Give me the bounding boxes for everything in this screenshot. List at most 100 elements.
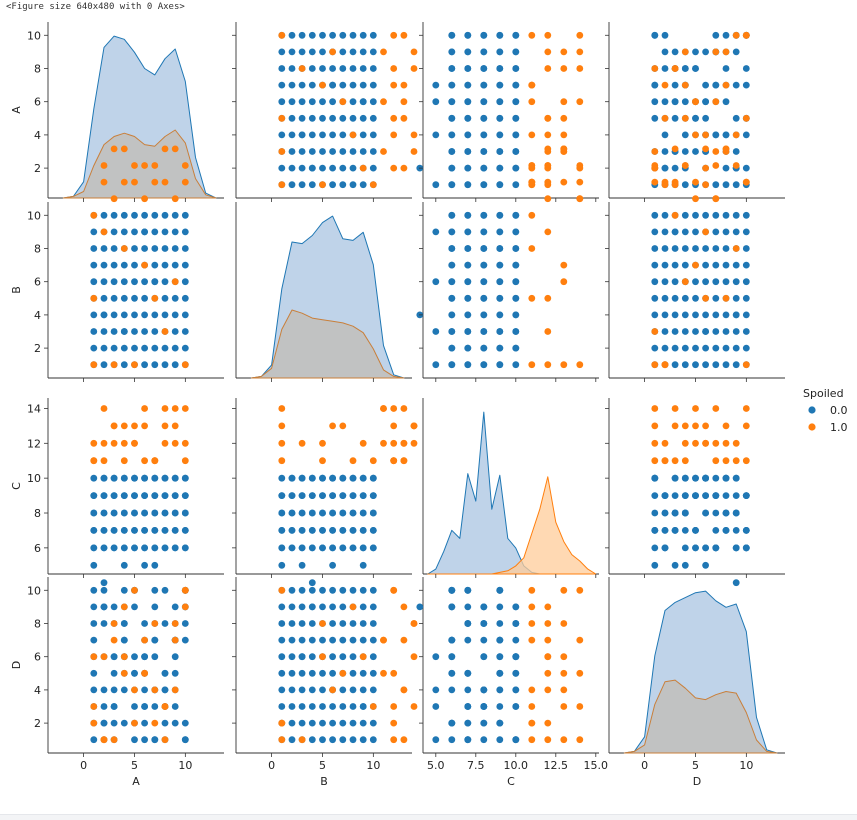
point-0-80: [722, 181, 730, 189]
point-0-30: [90, 311, 98, 319]
point-0-102: [308, 579, 316, 587]
point-0-6: [278, 544, 286, 552]
point-0-54: [329, 586, 336, 594]
point-0-21: [100, 686, 108, 694]
point-1-12: [560, 114, 568, 122]
point-0-83: [448, 131, 456, 139]
point-1-27: [161, 145, 169, 153]
point-0-96: [512, 211, 520, 219]
point-0-66: [722, 261, 730, 269]
point-0-85: [702, 98, 709, 106]
point-0-89: [651, 31, 659, 39]
point-0-87: [512, 65, 520, 72]
point-0-13: [712, 344, 720, 352]
point-1-3: [732, 457, 740, 465]
point-0-81: [100, 492, 108, 499]
point-1-23: [171, 405, 179, 412]
point-0-52: [661, 278, 669, 286]
point-0-67: [661, 261, 669, 269]
point-0-97: [161, 544, 169, 552]
point-0-63: [712, 261, 720, 269]
y-tick-label: 4: [34, 684, 41, 697]
point-0-21: [298, 686, 306, 694]
point-0-75: [692, 245, 699, 252]
x-tick-label: 7.5: [467, 759, 485, 772]
x-tick-label: 10.0: [504, 759, 529, 772]
point-0-14: [131, 653, 138, 661]
point-1-15: [390, 736, 398, 744]
point-0-56: [329, 544, 336, 552]
point-0-21: [298, 164, 306, 172]
point-0-48: [464, 294, 472, 302]
point-1-26: [400, 164, 408, 172]
point-0-89: [359, 736, 367, 744]
point-0-56: [712, 81, 720, 89]
point-0-55: [329, 474, 336, 482]
point-0-92: [448, 148, 456, 155]
point-1-27: [560, 65, 568, 72]
point-0-92: [110, 544, 118, 552]
y-tick-label: 10: [27, 472, 41, 485]
point-0-78: [512, 48, 520, 56]
point-0-88: [359, 544, 367, 552]
point-0-78: [702, 474, 709, 482]
point-0-63: [120, 492, 128, 499]
point-0-47: [161, 294, 169, 302]
point-0-33: [661, 131, 669, 139]
point-0-45: [141, 719, 149, 727]
point-0-19: [512, 344, 520, 352]
point-1-12: [131, 586, 138, 594]
point-0-61: [339, 164, 347, 172]
point-0-97: [692, 544, 699, 552]
point-0-79: [349, 31, 357, 39]
point-1-23: [380, 405, 387, 412]
point-0-54: [131, 492, 138, 499]
x-axis-label-D: D: [693, 775, 701, 788]
point-1-14: [544, 48, 552, 56]
point-0-17: [288, 509, 296, 517]
point-1-8: [329, 686, 336, 694]
point-0-28: [171, 328, 179, 335]
point-0-59: [329, 620, 336, 627]
point-0-99: [480, 211, 488, 219]
point-0-88: [171, 228, 179, 236]
point-0-59: [329, 492, 336, 499]
point-1-29: [400, 98, 408, 106]
point-1-23: [712, 405, 720, 412]
point-1-6: [319, 81, 326, 89]
point-0-65: [448, 98, 456, 106]
point-0-44: [732, 114, 740, 122]
point-0-53: [120, 278, 128, 286]
point-0-62: [110, 703, 118, 710]
point-0-18: [171, 344, 179, 352]
point-0-69: [181, 261, 189, 269]
point-0-49: [480, 636, 488, 644]
point-1-29: [528, 636, 536, 644]
point-0-74: [349, 719, 357, 727]
point-0-5: [141, 361, 149, 369]
point-0-10: [288, 181, 296, 189]
point-0-64: [339, 114, 347, 122]
point-1-12: [390, 114, 398, 122]
point-1-25: [681, 114, 689, 122]
point-0-15: [288, 544, 296, 552]
point-0-21: [681, 328, 689, 335]
point-0-98: [369, 48, 377, 56]
point-0-11: [732, 527, 740, 534]
point-1-0: [671, 457, 679, 465]
point-0-97: [448, 669, 456, 677]
point-0-5: [278, 474, 286, 482]
point-0-36: [308, 736, 316, 744]
x-axis-label-B: B: [320, 775, 328, 788]
point-0-86: [151, 586, 159, 594]
point-0-82: [110, 669, 118, 677]
point-1-17: [161, 178, 169, 186]
point-0-26: [151, 703, 159, 710]
point-1-20: [544, 294, 552, 302]
point-0-51: [448, 164, 456, 172]
point-1-22: [722, 422, 730, 430]
point-0-89: [464, 228, 472, 236]
point-0-7: [722, 361, 730, 369]
point-0-87: [359, 686, 367, 694]
point-0-76: [480, 603, 488, 611]
